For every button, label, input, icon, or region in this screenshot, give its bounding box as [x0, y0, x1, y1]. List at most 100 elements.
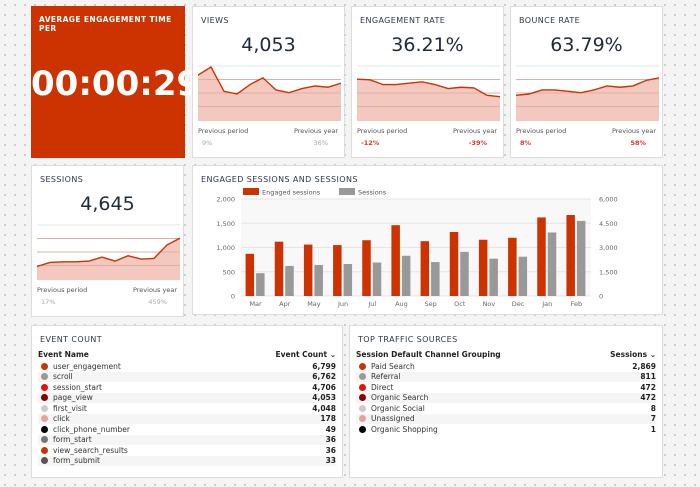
x-tick-label: Nov — [483, 300, 496, 308]
row-label: Organic Social — [371, 403, 425, 413]
table-row[interactable]: page_view 4,053 — [38, 392, 336, 403]
legend-dot-icon — [359, 415, 366, 423]
bar-sessions — [401, 255, 411, 296]
table-row[interactable]: Referral 811 — [356, 371, 656, 382]
x-tick-label: Feb — [571, 300, 583, 308]
prev-year-label: Previous year — [293, 127, 338, 135]
table-row[interactable]: scroll 6,762 — [38, 371, 336, 382]
y-right-tick-label: 3,000 — [599, 244, 618, 252]
sparkline-line — [357, 78, 500, 98]
prev-year-change: 36% — [313, 139, 328, 147]
x-tick-label: Apr — [279, 300, 291, 308]
y-right-tick-label: 1,500 — [599, 268, 618, 276]
sparkline-line — [516, 77, 659, 97]
kpi-value: 4,053 — [241, 34, 296, 56]
y-left-tick-label: 500 — [223, 268, 235, 276]
legend-dot-icon — [359, 373, 366, 381]
card-title: SESSIONS — [40, 175, 84, 184]
bar-engaged-sessions — [478, 239, 488, 296]
table-row[interactable]: user_engagement 6,799 — [38, 361, 336, 372]
prev-period-change: 9% — [202, 139, 213, 147]
prev-year-change: 58% — [630, 139, 646, 147]
prev-period-change: -12% — [361, 139, 380, 147]
row-value: 7 — [583, 413, 656, 424]
bar-sessions — [314, 264, 323, 296]
bar-engaged-sessions — [245, 253, 255, 296]
chevron-down-icon[interactable]: ⌄ — [329, 350, 336, 359]
row-label: Paid Search — [371, 361, 415, 371]
table-row[interactable]: form_submit 33 — [38, 455, 336, 466]
x-tick-label: Jan — [541, 300, 552, 308]
table-row[interactable]: view_search_results 36 — [38, 445, 336, 456]
table-row[interactable]: Organic Social 8 — [356, 403, 656, 414]
table-row[interactable]: Organic Shopping 1 — [356, 424, 656, 435]
y-left-tick-label: 2,000 — [216, 196, 235, 204]
legend-dot-icon — [359, 362, 366, 370]
prev-period-label: Previous period — [357, 127, 408, 135]
bar-sessions — [256, 273, 265, 296]
col-header-sessions[interactable]: Sessions ⌄ — [610, 350, 656, 359]
bar-engaged-sessions — [333, 245, 342, 296]
legend-dot-icon — [41, 373, 48, 381]
bar-sessions — [576, 220, 586, 296]
col-header-event-count[interactable]: Event Count ⌄ — [275, 350, 336, 359]
kpi-card-sessions: SESSIONS 4,645 Previous period Previous … — [31, 165, 184, 317]
row-label: form_submit — [53, 456, 100, 466]
row-label: form_start — [53, 435, 92, 445]
sparkline — [516, 65, 659, 121]
legend-label: Sessions — [358, 189, 387, 197]
row-label: Direct — [371, 382, 394, 392]
row-label: session_start — [53, 382, 102, 392]
prev-year-label: Previous year — [132, 286, 177, 294]
table-row[interactable]: Organic Search 472 — [356, 392, 656, 403]
bar-sessions — [372, 262, 382, 296]
table-row[interactable]: form_start 36 — [38, 434, 336, 445]
sparkline-area — [198, 67, 341, 121]
prev-period-label: Previous period — [198, 127, 249, 135]
table-row[interactable]: session_start 4,706 — [38, 382, 336, 393]
col-header-channel[interactable]: Session Default Channel Grouping — [356, 350, 501, 359]
table-row[interactable]: click_phone_number 49 — [38, 424, 336, 435]
table-row[interactable]: Paid Search 2,869 — [356, 361, 656, 372]
chevron-down-icon[interactable]: ⌄ — [649, 350, 656, 359]
row-label: first_visit — [53, 403, 87, 413]
prev-year-change: 459% — [148, 298, 167, 306]
legend-dot-icon — [41, 425, 48, 433]
legend-dot-icon — [41, 404, 48, 412]
col-header-event-name[interactable]: Event Name — [38, 350, 89, 359]
traffic-table: Session Default Channel Grouping Session… — [356, 348, 656, 435]
row-label: Organic Shopping — [371, 424, 438, 434]
x-tick-label: Jul — [367, 300, 376, 308]
prev-year-change: -39% — [468, 139, 487, 147]
row-label: Unassigned — [371, 414, 415, 424]
kpi-value: 4,645 — [80, 193, 135, 215]
y-left-tick-label: 1,500 — [216, 220, 235, 228]
bar-engaged-sessions — [303, 244, 313, 296]
row-value: 4,053 — [217, 392, 336, 403]
legend-dot-icon — [359, 404, 366, 412]
legend-dot-icon — [41, 362, 48, 370]
prev-year-label: Previous year — [452, 127, 497, 135]
bar-sessions — [460, 251, 469, 296]
event-count-card: EVENT COUNT Event Name Event Count ⌄ use… — [31, 325, 343, 478]
y-right-tick-label: 6,000 — [599, 196, 618, 204]
bar-engaged-sessions — [508, 237, 517, 296]
table-row[interactable]: Unassigned 7 — [356, 413, 656, 424]
legend-dot-icon — [359, 425, 366, 433]
prev-period-label: Previous period — [37, 286, 88, 294]
row-value: 6,762 — [217, 371, 336, 382]
x-tick-label: Oct — [454, 300, 466, 308]
table-row[interactable]: first_visit 4,048 — [38, 403, 336, 414]
card-title: TOP TRAFFIC SOURCES — [358, 335, 458, 344]
prev-period-change: 17% — [41, 298, 56, 306]
row-value: 6,799 — [312, 361, 336, 371]
row-label: scroll — [53, 372, 73, 382]
legend-dot-icon — [41, 436, 48, 444]
card-title: BOUNCE RATE — [519, 16, 581, 25]
table-row[interactable]: click 178 — [38, 413, 336, 424]
prev-period-change: 8% — [520, 139, 532, 147]
card-title: AVERAGE ENGAGEMENT TIME PER — [39, 15, 172, 33]
sparkline-area — [357, 79, 500, 121]
row-value: 36 — [325, 445, 336, 455]
table-row[interactable]: Direct 472 — [356, 382, 656, 393]
